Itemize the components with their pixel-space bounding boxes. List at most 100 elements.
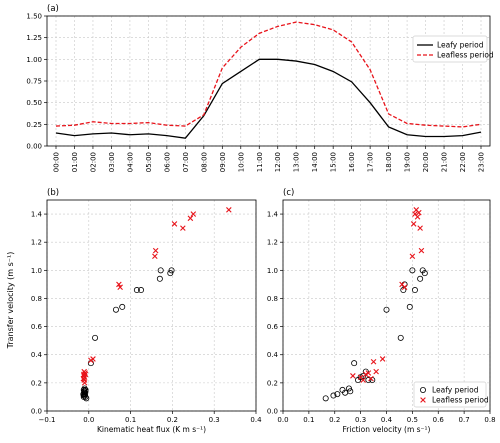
panel-label: (b) (47, 188, 59, 198)
x-tick-label: 20:00 (422, 152, 430, 172)
panel-label: (a) (47, 4, 59, 14)
x-tick-label: 13:00 (293, 152, 301, 172)
data-point (330, 392, 337, 399)
x-tick-label: 0.1 (125, 416, 136, 424)
y-tick-label: 0.4 (267, 351, 279, 359)
x-tick-label: 12:00 (274, 152, 282, 172)
x-tick-label: 0.3 (209, 416, 220, 424)
y-tick-label: 0.0 (267, 408, 278, 416)
data-point (370, 358, 377, 365)
data-point (82, 370, 88, 376)
x-tick-label: 0.4 (381, 416, 393, 424)
x-axis-label: Kinematic heat flux (K m s⁻¹) (97, 425, 206, 434)
data-point (156, 275, 163, 282)
data-point (117, 284, 123, 291)
data-point (81, 389, 88, 396)
data-point (365, 377, 372, 384)
data-point (363, 371, 369, 378)
data-point (410, 221, 417, 227)
data-point (347, 388, 354, 395)
data-point (379, 356, 386, 362)
data-point (82, 391, 89, 398)
x-tick-label: 19:00 (404, 152, 412, 172)
series-line (55, 21, 482, 128)
x-tick-label: 21:00 (441, 152, 449, 172)
data-point (157, 267, 164, 274)
y-tick-label: 1.4 (267, 211, 279, 219)
x-tick-label: 04:00 (126, 152, 134, 172)
legend-label: Leafy period (437, 41, 484, 50)
data-point (82, 388, 89, 395)
data-point (167, 270, 174, 277)
data-point (365, 370, 372, 376)
legend-label: Leafless period (437, 51, 494, 60)
data-point (345, 385, 352, 392)
x-tick-label: 23:00 (478, 152, 486, 172)
x-tick-label: 0.0 (277, 416, 288, 424)
y-tick-label: 0.25 (26, 121, 42, 129)
x-tick-label: 14:00 (311, 152, 319, 172)
y-tick-label: 1.2 (31, 239, 42, 247)
data-point (360, 377, 367, 383)
data-point (119, 303, 126, 310)
data-point (417, 275, 424, 282)
panel-b: 0.00.20.40.60.81.01.21.4−0.1 0.0 0.1 0.2 0.3… (31, 188, 262, 434)
data-point (133, 287, 140, 294)
panel-a: 0.00 0.25 0.50 0.75 1.00 1.25 1.50 00:00 01:00 02… (26, 4, 494, 172)
x-tick-label: 09:00 (219, 152, 227, 172)
y-tick-label: 0.6 (267, 323, 279, 331)
data-point (171, 221, 178, 227)
y-tick-label: 0.0 (31, 408, 42, 416)
y-tick-label: 0.00 (26, 143, 42, 151)
data-point (187, 215, 194, 222)
x-tick-label: 0.2 (329, 416, 340, 424)
data-point (334, 391, 341, 398)
data-point (90, 356, 96, 362)
data-point (80, 392, 87, 399)
data-point (168, 267, 175, 274)
panel-label: (c) (283, 188, 294, 198)
data-point (411, 287, 418, 294)
data-point (406, 303, 413, 310)
x-tick-label: 18:00 (385, 152, 393, 172)
y-tick-label: 0.6 (31, 323, 43, 331)
x-tick-label: 0.4 (250, 416, 262, 424)
data-point (138, 287, 145, 294)
shared-y-axis-label: Transfer velocity (m s⁻¹) (6, 252, 15, 350)
data-point (397, 334, 404, 341)
x-axis-label: Friction velocity (m s⁻¹) (343, 425, 431, 434)
data-point (180, 225, 186, 231)
legend-swatch (419, 386, 426, 393)
data-point (81, 385, 88, 392)
legend-swatch (420, 397, 426, 403)
data-point (418, 247, 425, 254)
x-tick-label: 22:00 (459, 152, 467, 172)
data-point (421, 270, 428, 277)
data-point (383, 306, 390, 313)
y-tick-label: 0.4 (31, 351, 43, 359)
data-point (322, 395, 329, 402)
x-tick-label: −0.1 (39, 416, 56, 424)
x-tick-label: 0.7 (459, 416, 470, 424)
data-point (152, 253, 158, 260)
y-tick-label: 0.8 (267, 295, 278, 303)
x-tick-label: 00:00 (53, 152, 61, 172)
data-point (373, 368, 379, 375)
data-point (226, 207, 232, 213)
x-tick-label: 10:00 (237, 152, 245, 172)
y-tick-label: 0.50 (26, 99, 42, 107)
x-tick-label: 0.0 (83, 416, 94, 424)
y-tick-label: 1.0 (31, 267, 42, 275)
x-tick-label: 17:00 (367, 152, 375, 172)
data-point (350, 373, 356, 379)
data-point (351, 360, 358, 367)
data-point (152, 247, 159, 254)
y-tick-label: 1.2 (267, 239, 278, 247)
data-point (92, 334, 99, 341)
data-point (81, 380, 88, 386)
plot-frame (46, 15, 491, 147)
x-tick-label: 08:00 (200, 152, 208, 172)
data-point (360, 372, 367, 379)
